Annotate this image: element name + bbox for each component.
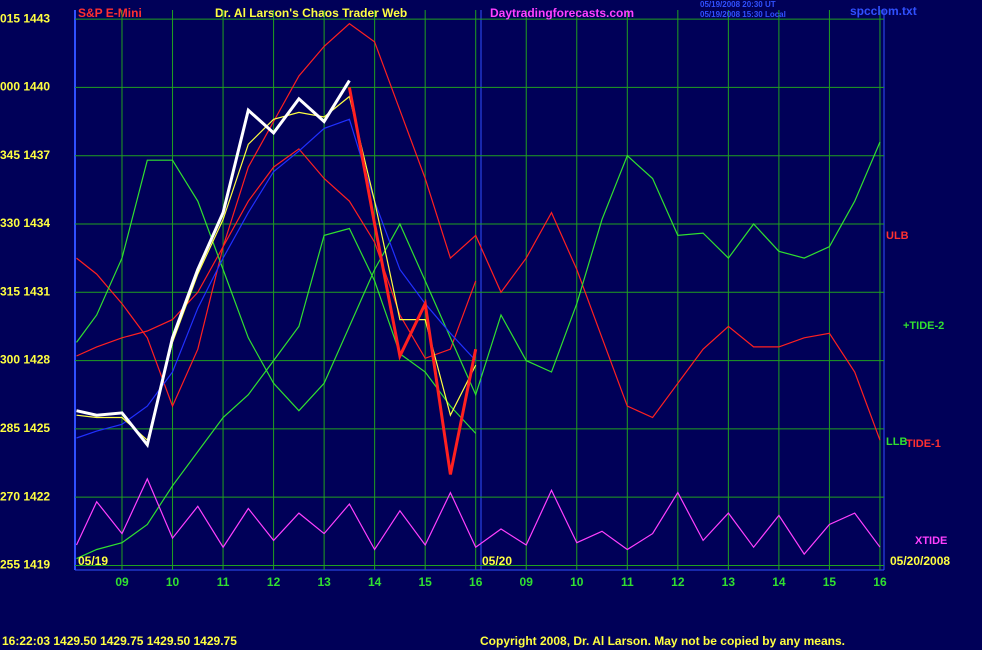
x-tick-label: 09 [520, 575, 534, 589]
x-tick-label: 13 [317, 575, 331, 589]
x-tick-label: 15 [823, 575, 837, 589]
y-tick-label: 315 1431 [0, 284, 50, 298]
annotation: Daytradingforecasts.com [490, 6, 634, 20]
y-tick-label: 000 1440 [0, 80, 50, 94]
chart-subtitle: S&P E-Mini [78, 6, 142, 20]
y-tick-label: 270 1422 [0, 489, 50, 503]
y-tick-label: 330 1434 [0, 216, 50, 230]
x-tick-label: 10 [166, 575, 180, 589]
series-line [76, 118, 477, 439]
annotation: TIDE-1 [906, 438, 941, 450]
annotation: spcclom.txt [850, 4, 917, 18]
x-tick-label: 14 [772, 575, 786, 589]
annotation: Copyright 2008, Dr. Al Larson. May not b… [480, 634, 845, 648]
x-tick-label: 16 [873, 575, 887, 589]
series-line [75, 477, 881, 556]
x-tick-label: 16 [469, 575, 483, 589]
annotation: 05/19 [78, 554, 108, 568]
annotation: ULB [886, 230, 909, 242]
annotation: 05/19/2008 20:30 UT [700, 0, 776, 9]
series-line [76, 148, 477, 360]
x-tick-label: 15 [418, 575, 432, 589]
x-tick-label: 12 [671, 575, 685, 589]
annotation: 05/20 [482, 554, 512, 568]
y-tick-label: 015 1443 [0, 11, 50, 25]
annotation: 16:22:03 1429.50 1429.75 1429.50 1429.75 [2, 634, 237, 648]
annotation: LLB [886, 436, 907, 448]
x-tick-label: 13 [722, 575, 736, 589]
x-tick-label: 11 [217, 575, 230, 589]
series-line [76, 79, 351, 449]
annotation: +TIDE-2 [903, 320, 944, 332]
y-tick-label: 345 1437 [0, 148, 50, 162]
y-tick-label: 300 1428 [0, 353, 50, 367]
x-tick-label: 11 [621, 575, 634, 589]
series-line [76, 141, 881, 412]
y-tick-label: 285 1425 [0, 421, 50, 435]
series-line [76, 22, 881, 441]
x-tick-label: 12 [267, 575, 281, 589]
annotation: XTIDE [915, 535, 947, 547]
series-line [76, 227, 477, 560]
series-line [347, 87, 478, 475]
annotation: 05/19/2008 15:30 Local [700, 10, 786, 19]
x-tick-label: 09 [115, 575, 129, 589]
y-tick-label: 255 1419 [0, 558, 50, 572]
annotation: 05/20/2008 [890, 554, 950, 568]
x-tick-label: 14 [368, 575, 382, 589]
x-tick-label: 10 [570, 575, 584, 589]
chart-title: Dr. Al Larson's Chaos Trader Web [215, 6, 407, 20]
